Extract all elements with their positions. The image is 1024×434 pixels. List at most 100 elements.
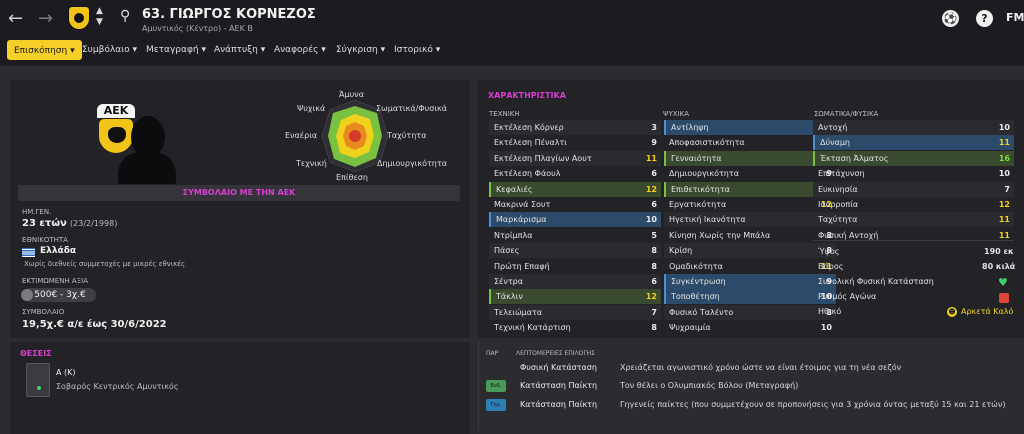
attribute-name: Συγκέντρωση bbox=[671, 277, 726, 286]
value-pill[interactable]: 500€ - 3χ.€ bbox=[21, 288, 96, 302]
attribute-row[interactable]: Ηγετική Ικανότητα11 bbox=[664, 212, 836, 228]
attribute-row[interactable]: Ευκινησία 7 bbox=[813, 181, 1014, 197]
attribute-row[interactable]: Επιθετικότητα11 bbox=[664, 181, 836, 197]
attribute-value: 10 bbox=[820, 323, 832, 333]
attribute-row[interactable]: Αντίληψη12 bbox=[664, 120, 836, 135]
attribute-name: Ταχύτητα bbox=[818, 215, 858, 225]
note-type: Φυσική Κατάσταση bbox=[520, 363, 597, 372]
nationality-label: ΕΘΝΙΚΟΤΗΤΑ bbox=[22, 236, 68, 244]
notes-divider bbox=[478, 341, 479, 431]
avatar bbox=[131, 116, 165, 158]
attribute-name: Μακρινά Σουτ bbox=[494, 200, 551, 209]
attribute-row[interactable]: Τεχνική Κατάρτιση 8 bbox=[489, 320, 661, 335]
attribute-name: Ισορροπία bbox=[818, 200, 859, 209]
attribute-name: Κίνηση Χωρίς την Μπάλα bbox=[669, 230, 771, 240]
note-type: Κατάσταση Παίκτη bbox=[520, 400, 598, 409]
attribute-row[interactable]: Φυσική Αντοχή 11 bbox=[813, 228, 1014, 243]
match-fitness-label: Ρυθμός Αγώνα bbox=[818, 292, 877, 301]
heart-icon: ♥ bbox=[998, 276, 1008, 289]
attribute-row[interactable]: Έκταση Άλματος 16 bbox=[813, 150, 1014, 166]
tab-history[interactable]: Ιστορικό ▾ bbox=[394, 45, 441, 55]
attribute-row[interactable]: Κεφαλιές 12 bbox=[489, 181, 661, 197]
forward-arrow-icon[interactable]: → bbox=[38, 8, 54, 29]
attribute-row[interactable]: Μαρκάρισμα 10 bbox=[489, 212, 661, 228]
attribute-row[interactable]: Πάσες 8 bbox=[489, 243, 661, 259]
height-label: Ύψος bbox=[818, 247, 840, 256]
radar-label-mental: Ψυχικά bbox=[297, 104, 326, 113]
attribute-row[interactable]: Δύναμη 11 bbox=[813, 135, 1014, 151]
tab-compare[interactable]: Σύγκριση ▾ bbox=[336, 45, 386, 55]
attribute-row[interactable]: Πρώτη Επαφή 8 bbox=[489, 259, 661, 274]
attribute-row[interactable]: Φυσικό Ταλέντο 8 bbox=[664, 304, 836, 320]
attribute-row[interactable]: Κρίση 8 bbox=[664, 243, 836, 259]
attribute-value: 10 bbox=[998, 123, 1010, 132]
attribute-row[interactable]: Ομαδικότητα 11 bbox=[664, 259, 836, 274]
attribute-value: 10 bbox=[820, 292, 832, 302]
status-badge: Ενδ. bbox=[486, 380, 506, 392]
up-down-icon[interactable]: ▲ ▼ bbox=[96, 6, 103, 27]
search-icon[interactable]: ⚲ bbox=[120, 8, 131, 24]
fm-logo[interactable]: FM bbox=[1006, 11, 1024, 24]
attribute-value: 3 bbox=[651, 123, 657, 132]
attribute-value: 12 bbox=[998, 200, 1010, 209]
tab-contract[interactable]: Συμβόλαιο ▾ bbox=[82, 45, 138, 55]
attribute-value: 11 bbox=[998, 215, 1010, 225]
attribute-row[interactable]: Ισορροπία 12 bbox=[813, 197, 1014, 212]
condition-label: Συνολική Φυσική Κατάσταση bbox=[818, 277, 934, 286]
radar-core bbox=[349, 130, 361, 142]
note-row[interactable]: Ενδ. Κατάσταση Παίκτη Τον θέλει ο Ολυμπι… bbox=[478, 377, 1024, 395]
attribute-name: Εργατικότητα bbox=[669, 200, 727, 209]
attribute-row[interactable]: Αποφασιστικότητα12 bbox=[664, 135, 836, 150]
attribute-name: Επιτάχυνση bbox=[818, 169, 865, 179]
radar-label-aerial: Εναέρια bbox=[285, 131, 318, 140]
attribute-row[interactable]: Μακρινά Σουτ 6 bbox=[489, 197, 661, 212]
attribute-name: Αντίληψη bbox=[671, 123, 709, 132]
attribute-row[interactable]: Κίνηση Χωρίς την Μπάλα 8 bbox=[664, 228, 836, 243]
crest-text: ΑΕΚ bbox=[97, 104, 135, 118]
tab-overview[interactable]: Επισκόπηση ▾ bbox=[7, 40, 82, 60]
attribute-row[interactable]: Τελειώματα 7 bbox=[489, 304, 661, 320]
radar-label-creativity: Δημιουργικότητα bbox=[377, 159, 447, 168]
attribute-name: Γενναιότητα bbox=[671, 153, 722, 163]
attribute-name: Αντοχή bbox=[818, 123, 848, 132]
attribute-row[interactable]: Συγκέντρωση 9 bbox=[664, 274, 836, 289]
attribute-value: 12 bbox=[645, 292, 657, 302]
attribute-value: 10 bbox=[998, 169, 1010, 179]
tab-transfer[interactable]: Μεταγραφή ▾ bbox=[146, 45, 206, 55]
attribute-row[interactable]: Ταχύτητα 11 bbox=[813, 212, 1014, 228]
attribute-row[interactable]: Τοποθέτηση 10 bbox=[664, 289, 836, 305]
attribute-row[interactable]: Εκτέλεση Πέναλτι 9 bbox=[489, 135, 661, 150]
note-row[interactable]: Φυσική Κατάσταση Χρειάζεται αγωνιστικό χ… bbox=[478, 359, 1024, 377]
attribute-row[interactable]: Αντοχή 10 bbox=[813, 120, 1014, 135]
attribute-row[interactable]: Τάκλιν 12 bbox=[489, 289, 661, 305]
club-crest-icon[interactable] bbox=[68, 6, 90, 30]
dob-label: ΗΜ.ΓΕΝ. bbox=[22, 208, 52, 216]
nationality-value[interactable]: Ελλάδα bbox=[40, 246, 77, 256]
attribute-row[interactable]: Δημιουργικότητα 9 bbox=[664, 166, 836, 181]
tab-development[interactable]: Ανάπτυξη ▾ bbox=[214, 45, 266, 55]
attribute-row[interactable]: Σέντρα 6 bbox=[489, 274, 661, 289]
attribute-row[interactable]: Γενναιότητα13 bbox=[664, 150, 836, 166]
attribute-row[interactable]: Εκτέλεση Πλαγίων Αουτ 11 bbox=[489, 150, 661, 166]
attribute-row[interactable]: Εκτέλεση Φάουλ 6 bbox=[489, 166, 661, 181]
contract-value: 19,5χ.€ α/ε έως 30/6/2022 bbox=[22, 319, 167, 330]
attribute-row[interactable]: Εργατικότητα 12 bbox=[664, 197, 836, 212]
attribute-name: Αποφασιστικότητα bbox=[669, 138, 745, 148]
ball-icon[interactable]: ⚽ bbox=[942, 10, 959, 27]
attribute-name: Κεφαλιές bbox=[496, 184, 533, 194]
attribute-name: Έκταση Άλματος bbox=[820, 153, 889, 163]
note-row[interactable]: Γηγ. Κατάσταση Παίκτη Γηγενείς παίκτες (… bbox=[478, 396, 1024, 414]
notes-col-status: ΠΑΡ bbox=[486, 350, 499, 357]
attribute-row[interactable]: Ντρίμπλα 5 bbox=[489, 228, 661, 243]
attribute-name: Δύναμη bbox=[820, 138, 851, 148]
tab-reports[interactable]: Αναφορές ▾ bbox=[274, 45, 326, 55]
attribute-name: Φυσική Αντοχή bbox=[818, 230, 879, 240]
help-icon[interactable]: ? bbox=[976, 10, 993, 27]
attribute-name: Δημιουργικότητα bbox=[669, 169, 739, 179]
attribute-row[interactable]: Εκτέλεση Κόρνερ 3 bbox=[489, 120, 661, 135]
player-subtitle[interactable]: Αμυντικός (Κέντρο) - ΑΕΚ Β bbox=[142, 24, 253, 33]
attribute-row[interactable]: Ψυχραιμία 10 bbox=[664, 320, 836, 335]
attribute-row[interactable]: Επιτάχυνση 10 bbox=[813, 166, 1014, 181]
back-arrow-icon[interactable]: ← bbox=[8, 8, 24, 29]
morale-value[interactable]: ☻ Αρκετά Καλό bbox=[947, 307, 1014, 317]
